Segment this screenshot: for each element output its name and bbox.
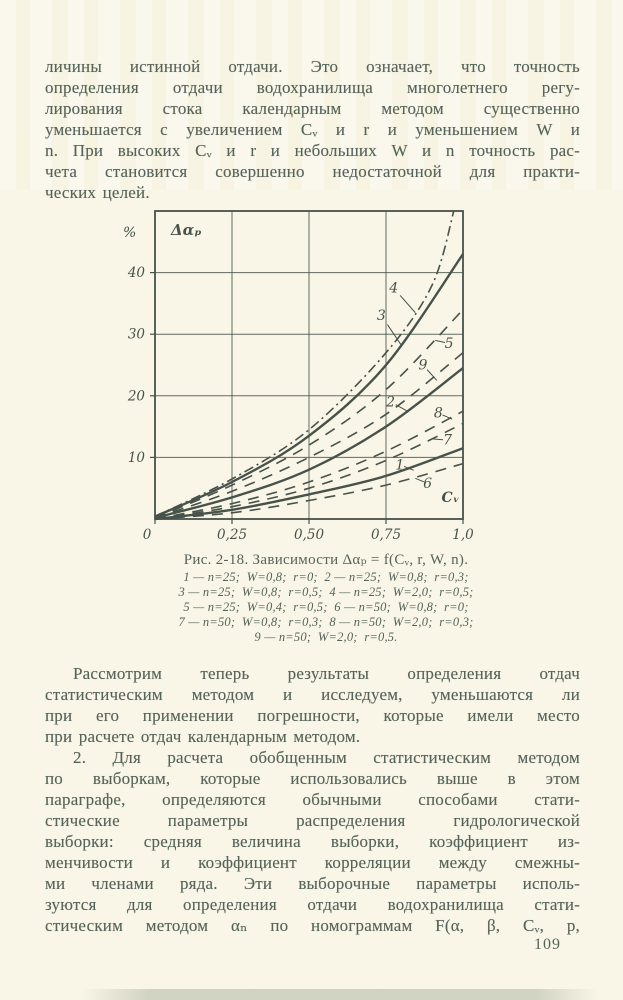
- text-line: уменьшается с увеличением Cᵥ и r и умень…: [45, 120, 580, 139]
- text-line: n. При высоких Cᵥ и r и небольших W и n …: [45, 141, 580, 160]
- y-tick-label: 30: [128, 327, 146, 343]
- paragraph-middle: Рассмотрим теперь результаты определения…: [45, 663, 580, 747]
- x-axis-title: Cᵥ: [441, 490, 459, 506]
- x-tick-label: 0: [143, 527, 152, 543]
- curve-label-leader: [432, 438, 444, 441]
- curve-label-9: 9: [418, 358, 427, 374]
- text-line: менчивости и коэффициент корреляции межд…: [45, 853, 580, 872]
- text-line: чета становится совершенно недостаточной…: [45, 162, 580, 181]
- curve-6: [154, 462, 464, 520]
- text-line: параграфе, определяются обычными способа…: [45, 790, 580, 809]
- curve-label-leader: [442, 414, 453, 420]
- text-line: Рассмотрим теперь результаты определения…: [73, 664, 580, 683]
- text-line: выборки: средняя величина выборки, коэфф…: [45, 832, 580, 851]
- curve-label-6: 6: [423, 476, 432, 492]
- text-line: статистическим методом и исследуем, умен…: [45, 685, 580, 704]
- curve-label-4: 4: [388, 281, 398, 297]
- page-bottom-edge: [0, 989, 623, 1000]
- x-tick-label: 0,75: [371, 527, 401, 543]
- curve-label-leader: [415, 477, 425, 483]
- legend-line: 1 — n=25; W=0,8; r=0; 2 — n=25; W=0,8; r…: [183, 570, 469, 584]
- text-line: стические параметры распределения гидрол…: [45, 811, 580, 830]
- legend-line: 5 — n=25; W=0,4; r=0,5; 6 — n=50; W=0,8;…: [183, 600, 469, 614]
- legend-line: 3 — n=25; W=0,8; r=0,5; 4 — n=25; W=2,0;…: [178, 585, 474, 599]
- y-axis-title: Δαₚ: [170, 221, 202, 239]
- curve-4: [154, 210, 455, 518]
- text-line: 2. Для расчета обобщенным статистическим…: [73, 748, 580, 767]
- text-line: ми членами ряда. Эти выборочные параметр…: [45, 874, 580, 893]
- text-line: при его применении погрешности, которые …: [45, 706, 580, 725]
- curve-3: [154, 253, 464, 518]
- y-tick-label: 40: [127, 265, 146, 281]
- y-axis-unit: %: [123, 225, 136, 241]
- text-line: зуются для определения отдачи водохранил…: [45, 895, 580, 914]
- curve-label-3: 3: [377, 308, 386, 324]
- curve-label-leader: [386, 324, 402, 346]
- curve-label-leader: [403, 465, 414, 471]
- page-content: личины истинной отдачи. Это означает, чт…: [45, 56, 580, 936]
- page-number: 109: [534, 936, 561, 953]
- curve-8: [154, 410, 464, 520]
- x-tick-label: 0,25: [217, 527, 247, 543]
- curve-7: [154, 422, 464, 520]
- text-line: ческих целей.: [45, 183, 150, 202]
- paragraph-bottom: 2. Для расчета обобщенным статистическим…: [45, 747, 580, 936]
- curve-label-8: 8: [434, 406, 443, 422]
- text-line: по выборкам, которые использовались выше…: [45, 769, 580, 788]
- text-line: лирования стока календарным методом суще…: [45, 99, 580, 118]
- text-line: личины истинной отдачи. Это означает, чт…: [45, 57, 580, 76]
- y-tick-label: 10: [128, 450, 146, 466]
- x-tick-label: 0,50: [294, 527, 324, 543]
- curve-label-leader: [395, 404, 408, 412]
- curve-label-1: 1: [395, 457, 404, 473]
- figure-caption: Рис. 2-18. Зависимости Δαₚ = f(Cᵥ, r, W,…: [111, 551, 541, 645]
- curve-9: [154, 352, 464, 519]
- curve-label-leader: [399, 295, 416, 313]
- curve-5: [154, 309, 464, 519]
- legend-line: 7 — n=50; W=0,8; r=0,3; 8 — n=50; W=2,0;…: [178, 615, 474, 629]
- curve-label-leader: [426, 369, 438, 381]
- curve-label-2: 2: [385, 394, 395, 410]
- x-tick-label: 1,0: [452, 527, 474, 543]
- curve-label-5: 5: [445, 336, 454, 352]
- text-line: определения отдачи водохранилища многоле…: [45, 78, 580, 97]
- curve-label-leader: [435, 339, 446, 344]
- figure-2-18-chart: 43 5 9 2 87 1 6 10 20 30 40 0 0,25 0,50 0,75 1,0 Δαₚ% Cᵥ: [123, 210, 474, 543]
- caption-title: Рис. 2-18. Зависимости Δαₚ = f(Cᵥ, r, W,…: [183, 552, 469, 568]
- curve-1: [154, 447, 464, 521]
- y-tick-label: 20: [127, 388, 146, 404]
- text-line: стическим методом αₙ по номограммам F(α,…: [45, 916, 580, 935]
- curve-label-7: 7: [443, 433, 452, 449]
- figure-2-18: 4 3 5 9 2 8 7 1 6 10 20 30 40 0 0,25 0,50 0,75 1,0 Δαₚ% Cᵥ …: [45, 203, 580, 645]
- curve-2: [154, 367, 464, 519]
- legend-line: 9 — n=50; W=2,0; r=0,5.: [254, 630, 398, 644]
- paragraph-top: личины истинной отдачи. Это означает, чт…: [45, 56, 580, 203]
- text-line: при расчете отдач календарным методом.: [45, 727, 361, 746]
